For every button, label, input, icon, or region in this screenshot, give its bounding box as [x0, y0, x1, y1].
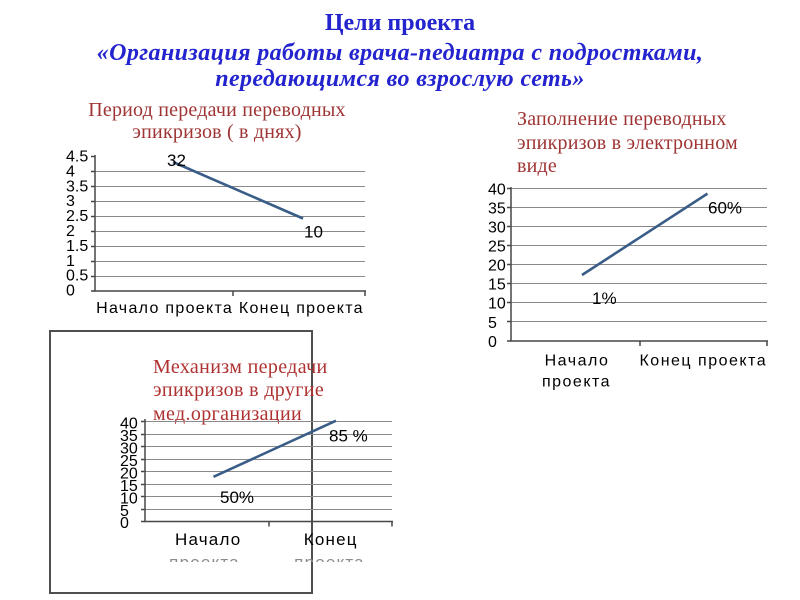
svg-text:Начало проекта Конец проекта: Начало проекта Конец проекта	[96, 300, 364, 317]
svg-text:5: 5	[488, 315, 497, 332]
svg-text:4: 4	[66, 163, 75, 180]
svg-text:60%: 60%	[708, 199, 742, 218]
svg-text:1%: 1%	[592, 289, 617, 308]
svg-text:40: 40	[120, 416, 138, 433]
svg-text:0: 0	[120, 515, 129, 532]
svg-text:Начало: Начало	[175, 530, 241, 549]
svg-text:проекта: проекта	[542, 374, 611, 391]
svg-text:0: 0	[66, 283, 75, 300]
svg-text:10: 10	[304, 222, 323, 241]
svg-text:50%: 50%	[220, 488, 254, 507]
svg-text:1.5: 1.5	[66, 238, 88, 255]
svg-text:15: 15	[488, 277, 506, 294]
svg-text:Конец: Конец	[304, 530, 358, 549]
svg-text:30: 30	[488, 220, 506, 237]
svg-text:32: 32	[167, 151, 186, 170]
svg-text:5: 5	[120, 503, 129, 520]
svg-text:2.5: 2.5	[66, 208, 88, 225]
svg-text:0: 0	[488, 334, 497, 351]
svg-text:3.5: 3.5	[66, 178, 88, 195]
svg-text:2: 2	[66, 223, 75, 240]
svg-text:10: 10	[488, 296, 506, 313]
svg-text:40: 40	[488, 181, 506, 198]
svg-text:15: 15	[120, 478, 138, 495]
svg-text:10: 10	[120, 490, 138, 507]
svg-text:25: 25	[120, 453, 138, 470]
svg-text:20: 20	[120, 465, 138, 482]
svg-text:1: 1	[66, 253, 75, 270]
svg-text:Начало: Начало	[545, 353, 610, 370]
svg-text:Конец проекта: Конец проекта	[639, 353, 767, 370]
svg-text:35: 35	[120, 428, 138, 445]
svg-text:4.5: 4.5	[66, 149, 88, 166]
svg-text:30: 30	[120, 441, 138, 458]
svg-text:25: 25	[488, 239, 506, 256]
svg-text:85 %: 85 %	[329, 427, 368, 446]
svg-text:35: 35	[488, 201, 506, 218]
svg-text:3: 3	[66, 193, 75, 210]
svg-text:20: 20	[488, 258, 506, 275]
svg-text:0.5: 0.5	[66, 268, 88, 285]
